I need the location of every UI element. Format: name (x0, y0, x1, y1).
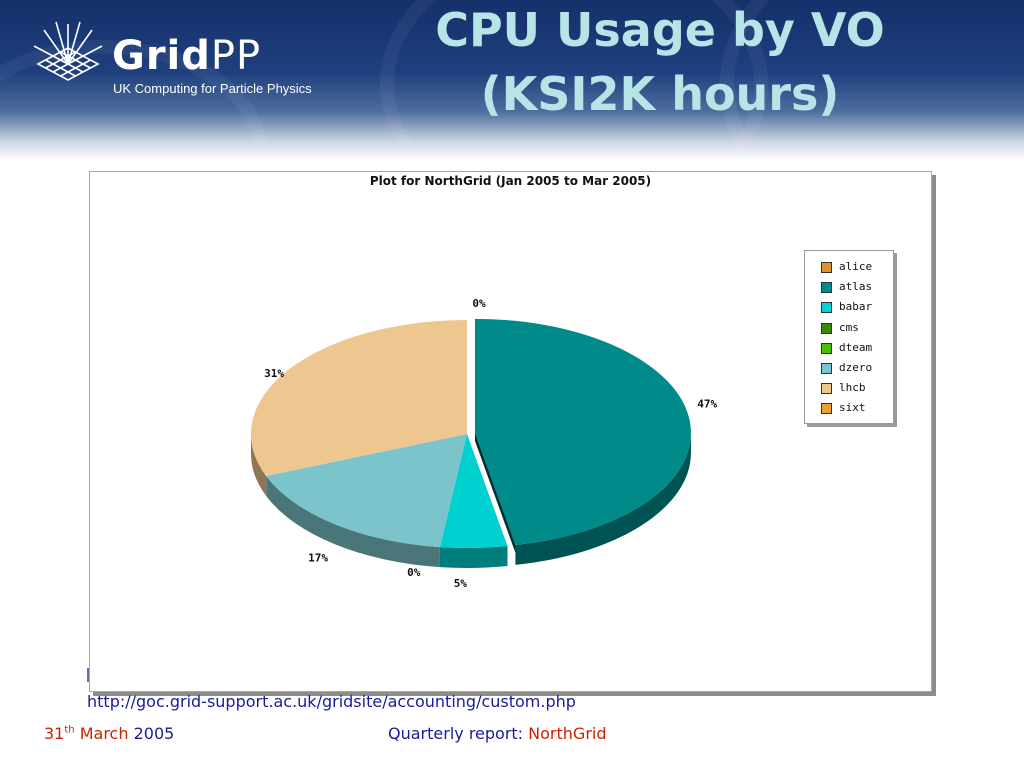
pie-side-lhcb (251, 434, 267, 496)
pie-edge-atlas-1 (474, 432, 516, 553)
logo-tagline: UK Computing for Particle Physics (113, 81, 312, 96)
source-url[interactable]: http://goc.grid-support.ac.uk/gridsite/a… (87, 692, 576, 711)
legend-label-cms: cms (839, 320, 859, 334)
pie-chart: 47% 5% 0% 17% 31% 0% (250, 297, 718, 590)
legend-label-alice: alice (839, 260, 873, 273)
pie-slice-lhcb (250, 320, 467, 476)
footer-date-year: 2005 (133, 724, 175, 743)
legend-swatch-atlas (821, 282, 832, 294)
footer-date-day: 31 (44, 724, 65, 743)
pie-side-dzero (266, 475, 440, 568)
legend-swatch-sixt (821, 403, 832, 415)
legend-swatch-lhcb (821, 383, 832, 395)
legend-label-babar: babar (839, 300, 873, 314)
legend-swatch-babar (821, 302, 832, 314)
footer-date: 31th March 2005 (44, 724, 174, 743)
footer-date-suffix: th (64, 724, 75, 736)
legend-label-dzero: dzero (839, 361, 873, 374)
legend-swatch-cms (821, 322, 832, 334)
pie-label-dzero: 17% (308, 551, 328, 564)
slide-header: GridPP UK Computing for Particle Physics… (0, 0, 1024, 160)
legend-label-lhcb: lhcb (839, 381, 866, 395)
footer-report-prefix: Quarterly report: (388, 724, 524, 743)
slide-title: CPU Usage by VO (KSI2K hours) (390, 0, 930, 126)
pie-side-babar (439, 545, 508, 568)
pie-label-dteam: 0% (407, 566, 421, 579)
footer-report-site: NorthGrid (528, 724, 607, 743)
footer-date-month: March (79, 724, 129, 743)
pie-slice-dzero (266, 434, 467, 548)
pie-label-sixt: 0% (472, 297, 486, 310)
chart-legend: alice atlas babar cms dteam dzero lhcb sixt (804, 250, 894, 424)
pie-slice-atlas (474, 318, 691, 545)
footer-report: Quarterly report: NorthGrid (388, 724, 607, 743)
pie-label-atlas: 47% (697, 397, 717, 410)
legend-swatch-dzero (821, 363, 832, 374)
gridpp-logo-icon (33, 21, 103, 81)
bullet-marker (87, 668, 90, 682)
pie-slice-babar (439, 434, 508, 548)
legend-label-dteam: dteam (839, 340, 873, 354)
legend-label-atlas: atlas (839, 280, 873, 294)
legend-label-sixt: sixt (839, 401, 866, 415)
chart-panel: Plot for NorthGrid (Jan 2005 to Mar 2005… (89, 171, 932, 692)
pie-label-lhcb: 31% (264, 367, 284, 380)
pie-label-babar: 5% (454, 577, 468, 590)
slide-title-line-2: (KSI2K hours) (480, 67, 840, 121)
chart-title: Plot for NorthGrid (Jan 2005 to Mar 2005… (369, 174, 652, 188)
legend-swatch-dteam (821, 342, 832, 354)
pie-side-atlas (515, 432, 691, 565)
legend-swatch-alice (821, 262, 832, 273)
gridpp-logo-text: GridPP (112, 33, 262, 79)
slide-title-line-1: CPU Usage by VO (435, 3, 885, 57)
